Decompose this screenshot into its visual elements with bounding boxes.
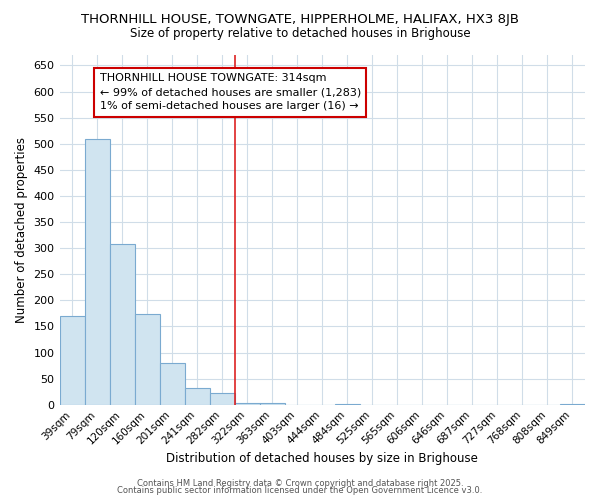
Bar [185,388,209,404]
Bar [85,138,110,404]
Text: Contains public sector information licensed under the Open Government Licence v3: Contains public sector information licen… [118,486,482,495]
Text: THORNHILL HOUSE TOWNGATE: 314sqm
← 99% of detached houses are smaller (1,283)
1%: THORNHILL HOUSE TOWNGATE: 314sqm ← 99% o… [100,74,361,112]
Text: Contains HM Land Registry data © Crown copyright and database right 2025.: Contains HM Land Registry data © Crown c… [137,478,463,488]
Bar [160,363,185,405]
Text: THORNHILL HOUSE, TOWNGATE, HIPPERHOLME, HALIFAX, HX3 8JB: THORNHILL HOUSE, TOWNGATE, HIPPERHOLME, … [81,12,519,26]
X-axis label: Distribution of detached houses by size in Brighouse: Distribution of detached houses by size … [166,452,478,465]
Bar [110,244,134,404]
Text: Size of property relative to detached houses in Brighouse: Size of property relative to detached ho… [130,28,470,40]
Bar [59,316,85,404]
Bar [260,403,285,404]
Bar [209,393,235,404]
Bar [134,314,160,404]
Y-axis label: Number of detached properties: Number of detached properties [15,137,28,323]
Bar [235,403,260,404]
